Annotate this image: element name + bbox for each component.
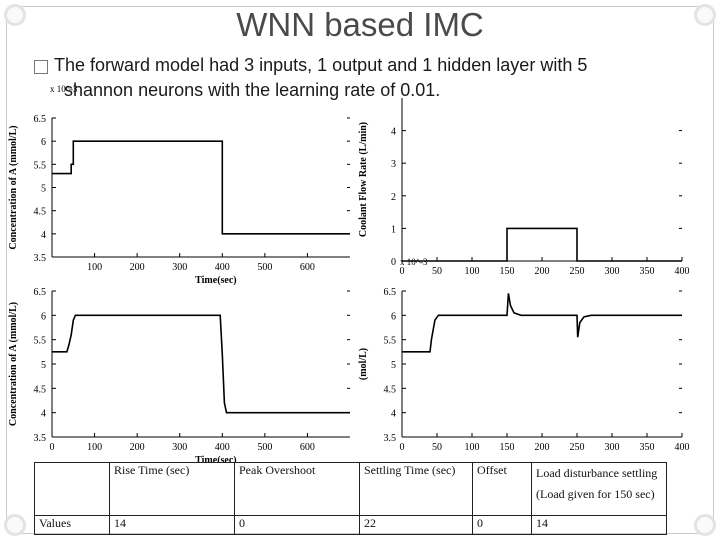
x-tick-label: 0 [50,442,55,453]
y-tick-label: 5.5 [34,336,47,347]
table-cell: 0 [472,515,532,535]
x-axis-label: Time(sec) [195,275,236,286]
y-tick-label: 5 [41,360,46,371]
slide-title: WNN based IMC [236,6,484,43]
y-tick-label: 0 [391,257,396,268]
x-tick-label: 200 [535,266,550,277]
y-tick-label: 4.5 [34,207,47,218]
x-tick-label: 100 [465,266,480,277]
table-cell: 14 [531,515,667,535]
y-tick-label: 4 [41,409,46,420]
x-tick-label: 100 [87,262,102,273]
x-axis-label: Time(sec) [195,455,236,462]
bullet-marker [34,60,48,74]
y-axis-label: Concentration of A (mmol/L) [8,125,19,249]
corner-ornament [4,514,26,536]
x-tick-label: 300 [172,442,187,453]
table-cell: 22 [359,515,473,535]
table-cell: Values [34,515,110,535]
table-cell: 0 [234,515,360,535]
table-header-cell: Load disturbance settling (Load given fo… [531,462,667,516]
x-tick-label: 250 [570,266,585,277]
y-tick-label: 4.5 [384,384,397,395]
x-tick-label: 400 [215,262,230,273]
y-tick-label: 6 [41,311,46,322]
x-tick-label: 0 [400,442,405,453]
table-header-cell: Rise Time (sec) [109,462,235,516]
table-cell: 14 [109,515,235,535]
series-line [52,314,350,414]
x-tick-label: 350 [640,442,655,453]
bullet-text-line-2: shannon neurons with the learning rate o… [64,80,441,100]
table-header-cell: Settling Time (sec) [359,462,473,516]
results-table: Rise Time (sec) Peak Overshoot Settling … [34,462,667,535]
y-tick-label: 3.5 [34,253,47,264]
x-tick-label: 300 [605,266,620,277]
corner-ornament [4,4,26,26]
x-tick-label: 50 [432,266,442,277]
y-tick-label: 5.5 [384,336,397,347]
y-tick-label: 1 [391,224,396,235]
y-tick-label: 2 [391,192,396,203]
y-tick-label: 6.5 [34,287,47,298]
x-tick-label: 50 [432,442,442,453]
x-tick-label: 150 [500,442,515,453]
y-tick-label: 5 [391,360,396,371]
corner-ornament [694,4,716,26]
x-tick-label: 300 [605,442,620,453]
x-tick-label: 200 [130,442,145,453]
y-tick-label: 3.5 [384,433,397,444]
x-tick-label: 100 [465,442,480,453]
x-tick-label: 200 [130,262,145,273]
x-tick-label: 600 [300,442,315,453]
table-header-cell [34,462,110,516]
table-header-row: Rise Time (sec) Peak Overshoot Settling … [34,462,667,516]
x-tick-label: 150 [500,266,515,277]
y-tick-label: 6 [391,311,396,322]
y-tick-label: 4.5 [34,384,47,395]
corner-ornament [694,514,716,536]
y-tick-label: 6 [41,137,46,148]
series-line [52,140,350,235]
x-tick-label: 500 [257,442,272,453]
x-tick-label: 200 [535,442,550,453]
x-tick-label: 400 [675,442,690,453]
table-header-cell: Offset [472,462,532,516]
x-tick-label: 600 [300,262,315,273]
y-tick-label: 3 [391,159,396,170]
x-tick-label: 500 [257,262,272,273]
series-line [402,293,682,353]
x-tick-label: 350 [640,266,655,277]
y-tick-label: 6.5 [34,114,47,125]
x-tick-label: 300 [172,262,187,273]
y-tick-label: 4 [391,127,396,138]
y-tick-label: 6.5 [384,287,397,298]
table-header-cell: Peak Overshoot [234,462,360,516]
bullet-text-line-1: The forward model had 3 inputs, 1 output… [54,55,588,75]
x-tick-label: 0 [400,266,405,277]
y-tick-label: 5.5 [34,160,47,171]
y-tick-label: 5 [41,184,46,195]
series-line [402,227,682,262]
y-tick-label: 3.5 [34,433,47,444]
y-axis-label: Coolant Flow Rate (L/min) [358,122,369,237]
x-tick-label: 250 [570,442,585,453]
y-axis-label: Concentration of A (mmol/L) [8,302,19,426]
x-tick-label: 100 [87,442,102,453]
table-row: Values 14 0 22 0 14 [34,515,667,535]
x-tick-label: 400 [675,266,690,277]
y-tick-label: 4 [41,230,46,241]
x-tick-label: 400 [215,442,230,453]
y-axis-label: (mol/L) [358,348,369,380]
axis-scale-label: x 10^-3 [50,84,78,94]
y-tick-label: 4 [391,409,396,420]
axis-scale-label: x 10^-3 [400,257,428,267]
